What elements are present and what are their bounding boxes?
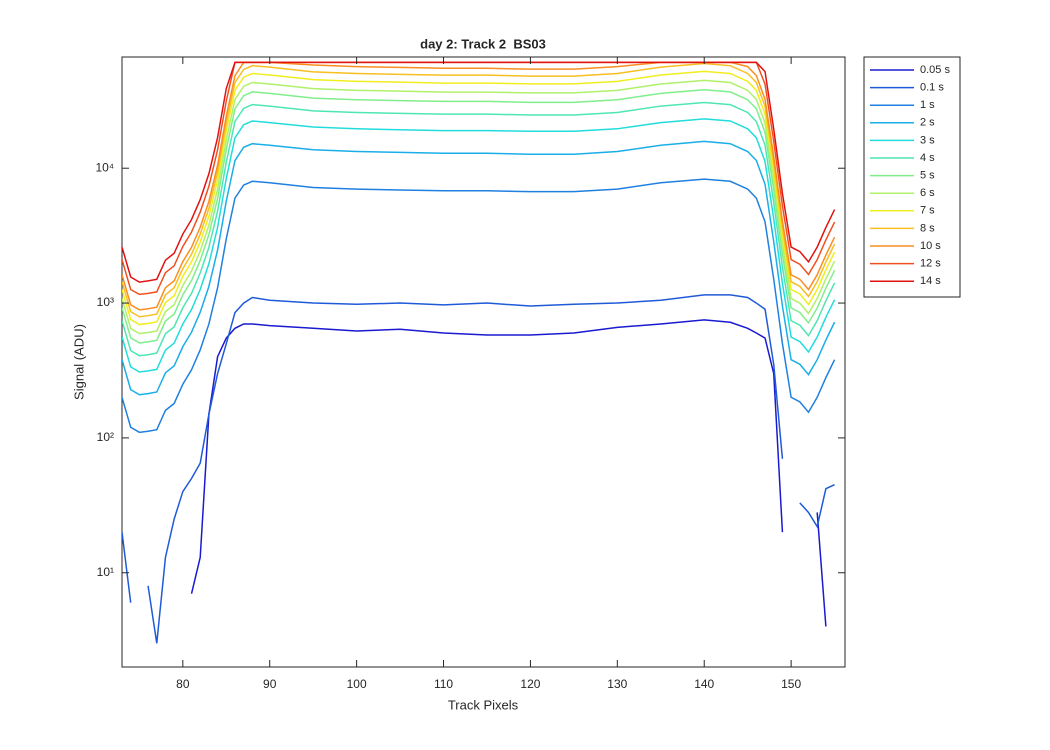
legend-label: 8 s (920, 222, 935, 234)
chart-title: day 2: Track 2 BS03 (420, 36, 546, 51)
legend-label: 0.05 s (920, 64, 950, 76)
data-line (122, 178, 836, 434)
data-line (122, 61, 836, 283)
x-tick-label: 80 (176, 677, 190, 691)
x-tick-label: 140 (694, 677, 714, 691)
legend-label: 3 s (920, 134, 935, 146)
legend-label: 4 s (920, 152, 935, 164)
data-line (122, 294, 835, 644)
lines (122, 61, 836, 644)
legend-label: 14 s (920, 275, 941, 287)
y-tick-label: 10³ (97, 295, 114, 309)
legend-label: 2 s (920, 117, 935, 129)
x-tick-label: 120 (520, 677, 540, 691)
legend-label: 1 s (920, 99, 935, 111)
x-tick-label: 130 (607, 677, 627, 691)
y-tick-label: 10² (97, 430, 114, 444)
data-line (122, 118, 836, 373)
legend-label: 12 s (920, 258, 941, 270)
legend (863, 56, 961, 298)
y-axis-label: Signal (ADU) (71, 324, 86, 400)
legend-label: 6 s (920, 187, 935, 199)
plot-area (121, 56, 846, 668)
data-line (122, 101, 836, 357)
x-tick-label: 150 (781, 677, 801, 691)
y-tick-label: 10⁴ (95, 160, 114, 174)
data-line (122, 70, 836, 326)
legend-label: 7 s (920, 205, 935, 217)
x-axis-label: Track Pixels (448, 697, 519, 712)
x-tick-label: 90 (263, 677, 277, 691)
data-line (122, 62, 836, 318)
legend-label: 5 s (920, 170, 935, 182)
data-line (122, 61, 836, 311)
data-line (122, 88, 836, 344)
legend-label: 0.1 s (920, 82, 944, 94)
data-line (122, 140, 836, 396)
x-tick-label: 110 (434, 677, 453, 691)
legend-label: 10 s (920, 240, 941, 252)
data-line (190, 319, 827, 627)
y-tick-label: 10¹ (97, 565, 114, 579)
data-line (122, 79, 836, 335)
x-tick-label: 100 (347, 677, 367, 691)
